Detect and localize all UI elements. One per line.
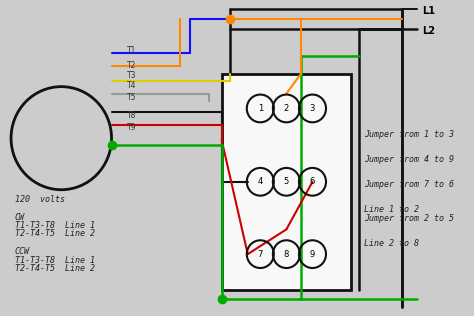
Text: Jumper from 2 to 5: Jumper from 2 to 5 xyxy=(364,215,454,223)
Text: T2-T4-T5  Line 2: T2-T4-T5 Line 2 xyxy=(15,264,95,273)
Text: 4: 4 xyxy=(258,177,263,186)
Bar xyxy=(222,74,351,290)
Text: L1: L1 xyxy=(422,6,435,16)
Text: T1-T3-T8  Line 1: T1-T3-T8 Line 1 xyxy=(15,256,95,265)
Text: CCW: CCW xyxy=(15,247,30,256)
Text: Jumper from 4 to 9: Jumper from 4 to 9 xyxy=(364,155,454,164)
Text: 9: 9 xyxy=(310,250,315,259)
Text: 8: 8 xyxy=(284,250,289,259)
Text: Jumper from 7 to 6: Jumper from 7 to 6 xyxy=(364,180,454,189)
Text: T8: T8 xyxy=(127,111,137,120)
Text: Jumper from 1 to 3: Jumper from 1 to 3 xyxy=(364,130,454,139)
Text: 6: 6 xyxy=(310,177,315,186)
Text: CW: CW xyxy=(15,213,25,222)
Text: T5: T5 xyxy=(127,93,137,102)
Text: 1: 1 xyxy=(258,104,263,113)
Text: L2: L2 xyxy=(422,26,435,36)
Text: Line 1 to 2: Line 1 to 2 xyxy=(364,204,419,214)
Text: T9: T9 xyxy=(127,123,137,132)
Text: 7: 7 xyxy=(258,250,263,259)
Text: T2-T4-T5  Line 2: T2-T4-T5 Line 2 xyxy=(15,229,95,238)
Text: 120  volts: 120 volts xyxy=(15,195,65,204)
Text: T1: T1 xyxy=(127,46,137,55)
Text: T1-T3-T8  Line 1: T1-T3-T8 Line 1 xyxy=(15,222,95,230)
Text: Line 2 to 8: Line 2 to 8 xyxy=(364,239,419,248)
Text: 2: 2 xyxy=(284,104,289,113)
Text: T4: T4 xyxy=(127,81,137,90)
Text: 5: 5 xyxy=(284,177,289,186)
Text: T3: T3 xyxy=(127,71,137,80)
Text: 3: 3 xyxy=(310,104,315,113)
Text: T2: T2 xyxy=(127,61,137,70)
